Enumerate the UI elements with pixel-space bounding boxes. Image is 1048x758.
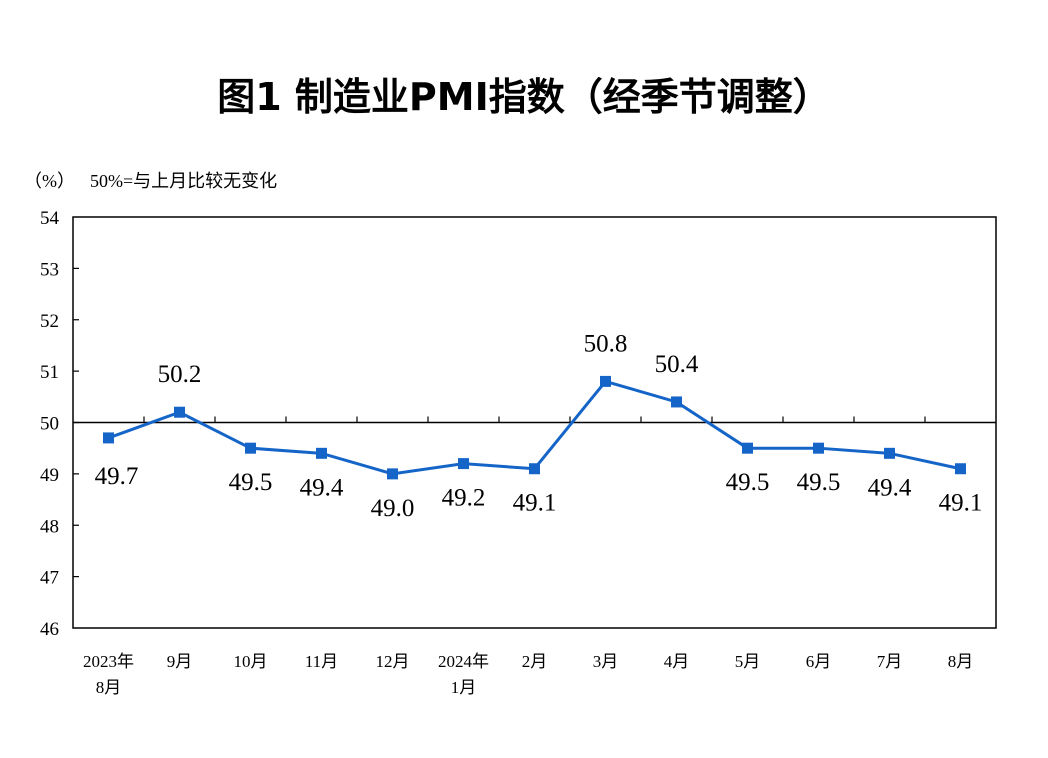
data-point	[742, 442, 753, 454]
data-point	[955, 463, 966, 475]
data-point	[529, 463, 540, 475]
data-point	[316, 447, 327, 459]
x-tick-label: 4月	[664, 652, 690, 671]
x-tick-label: 8月	[96, 678, 122, 697]
data-label: 49.5	[797, 469, 841, 496]
x-tick-label: 2024年	[438, 652, 489, 671]
x-tick-label: 5月	[735, 652, 761, 671]
y-tick-label: 49	[40, 465, 59, 486]
data-label: 49.7	[95, 463, 139, 490]
data-label: 50.4	[655, 351, 699, 378]
chart-title: 图1 制造业PMI指数（经季节调整）	[217, 75, 831, 119]
x-tick-label: 12月	[376, 652, 410, 671]
y-tick-label: 51	[40, 362, 59, 383]
data-point	[174, 406, 185, 418]
y-tick-label: 53	[40, 259, 59, 280]
data-label: 49.1	[939, 490, 983, 517]
reference-note: 50%=与上月比较无变化	[90, 171, 278, 191]
x-tick-label: 10月	[234, 652, 268, 671]
data-point	[245, 442, 256, 454]
data-label: 49.5	[726, 469, 770, 496]
data-label: 49.2	[442, 485, 486, 512]
data-label: 49.4	[300, 474, 344, 501]
data-label: 49.0	[371, 495, 415, 522]
data-point	[103, 432, 114, 444]
y-tick-label: 54	[40, 208, 60, 229]
x-tick-label: 2月	[522, 652, 548, 671]
x-tick-label: 3月	[593, 652, 619, 671]
data-label: 50.2	[158, 361, 202, 388]
data-label: 49.4	[868, 474, 912, 501]
y-tick-label: 47	[40, 568, 59, 589]
y-tick-label: 50	[40, 414, 59, 435]
data-point	[813, 442, 824, 454]
x-tick-label: 7月	[877, 652, 903, 671]
x-tick-label: 1月	[451, 678, 477, 697]
data-point	[884, 447, 895, 459]
data-label: 50.8	[584, 330, 628, 357]
data-label: 49.1	[513, 490, 557, 517]
x-tick-label: 6月	[806, 652, 832, 671]
x-tick-label: 8月	[948, 652, 974, 671]
data-label: 49.5	[229, 469, 273, 496]
data-point	[671, 396, 682, 408]
data-point	[387, 468, 398, 480]
y-axis-unit: （%）	[24, 171, 75, 191]
data-point	[458, 458, 469, 470]
data-point	[600, 375, 611, 387]
x-tick-label: 2023年	[83, 652, 134, 671]
y-tick-label: 46	[40, 619, 59, 640]
y-tick-label: 52	[40, 311, 59, 332]
series-line	[107, 379, 961, 476]
y-tick-label: 48	[40, 516, 59, 537]
x-tick-label: 11月	[305, 652, 338, 671]
x-tick-label: 9月	[167, 652, 193, 671]
